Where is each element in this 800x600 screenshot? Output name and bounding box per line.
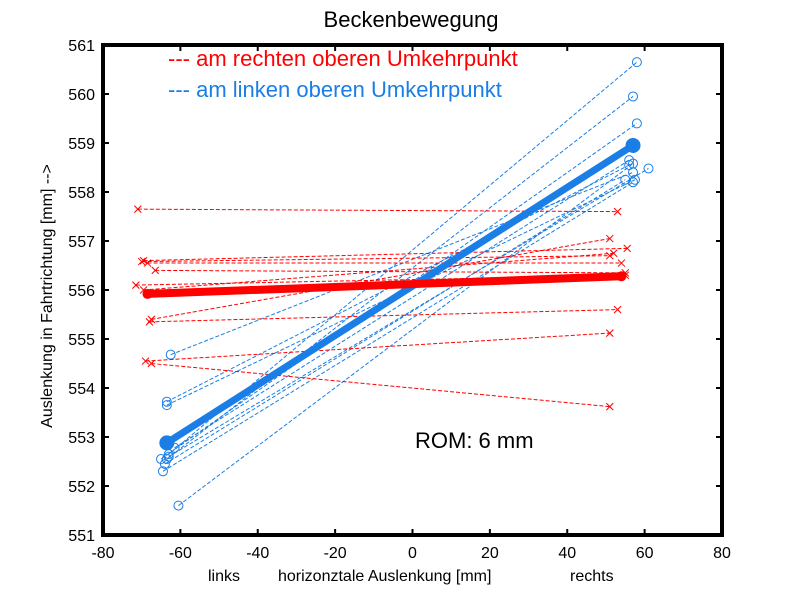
x-tick-label: -80 — [91, 545, 114, 562]
trial-segment — [141, 255, 610, 263]
o-marker — [161, 396, 172, 407]
trial-segment — [174, 159, 630, 449]
o-marker — [173, 500, 184, 511]
trial-segment — [145, 332, 610, 362]
trial-line — [141, 329, 614, 365]
o-marker — [629, 174, 640, 185]
x-marker — [605, 329, 614, 337]
y-tick-label: 552 — [68, 479, 95, 496]
rom-annotation: ROM: 6 mm — [415, 428, 534, 453]
x-marker — [623, 244, 632, 253]
legend-entry-blue: --- am linken oberen Umkehrpunkt — [168, 77, 502, 102]
trial-line — [163, 163, 654, 462]
mean-segment — [143, 272, 626, 298]
y-axis-label: Auslenkung in Fahrtrichtung [mm] --> — [39, 164, 56, 428]
y-tick-label: 557 — [68, 234, 95, 251]
trial-segment — [178, 163, 634, 506]
series-group — [132, 57, 654, 511]
x-marker — [145, 317, 154, 326]
x-tick-label: 40 — [558, 545, 576, 562]
x-marker — [605, 234, 614, 243]
mean-marker — [142, 288, 153, 299]
x-tick-label: 20 — [481, 545, 499, 562]
o-marker — [624, 155, 635, 166]
o-marker — [161, 400, 172, 411]
mean-line — [142, 271, 627, 299]
x-tick-label: 80 — [713, 545, 731, 562]
x-tick-label: 60 — [636, 545, 654, 562]
ticks-group: -80 -60 -40 -20 0 20 40 60 80 551 552 553 554 555 556 5… — [68, 38, 731, 562]
trial-line — [157, 177, 639, 477]
x-marker — [139, 286, 148, 294]
x-marker — [613, 207, 622, 216]
y-tick-label: 561 — [68, 38, 95, 55]
x-tick-label: -20 — [324, 545, 347, 562]
xlabel-right: rechts — [570, 568, 614, 585]
x-marker — [609, 249, 618, 258]
mean-marker — [616, 271, 627, 282]
x-axis-label: horizonztale Auslenkung [mm] — [278, 568, 491, 585]
o-marker — [631, 118, 642, 129]
x-marker — [141, 357, 150, 365]
o-marker — [628, 91, 639, 102]
trial-segment — [162, 181, 634, 472]
x-tick-label: -40 — [246, 545, 269, 562]
y-tick-label: 559 — [68, 136, 95, 153]
y-tick-label: 554 — [68, 381, 95, 398]
trial-segment — [135, 274, 626, 286]
legend-entry-red: --- am rechten oberen Umkehrpunkt — [168, 46, 518, 71]
x-marker — [132, 281, 140, 289]
x-marker — [151, 266, 160, 275]
y-tick-label: 558 — [68, 185, 95, 202]
xlabel-left: links — [208, 568, 240, 585]
mean-marker — [625, 137, 641, 153]
o-marker — [643, 163, 654, 174]
x-marker — [143, 259, 152, 267]
trial-segment — [151, 363, 610, 408]
x-marker — [133, 205, 142, 214]
o-marker — [157, 466, 168, 477]
trial-line — [143, 259, 626, 267]
x-tick-label: 0 — [408, 545, 417, 562]
trial-line — [145, 305, 622, 326]
x-marker — [139, 256, 148, 265]
x-marker — [147, 359, 156, 368]
mean-marker — [159, 435, 175, 451]
mean-segment — [163, 141, 637, 447]
trial-segment — [143, 247, 628, 262]
o-marker — [631, 57, 642, 68]
chart-title: Beckenbewegung — [324, 7, 499, 32]
y-tick-label: 556 — [68, 283, 95, 300]
trial-segment — [166, 96, 634, 460]
trial-segment — [151, 238, 610, 320]
o-marker — [628, 158, 639, 169]
y-tick-label: 560 — [68, 87, 95, 104]
trial-segment — [155, 269, 626, 274]
y-tick-label: 553 — [68, 430, 95, 447]
trial-segment — [137, 208, 618, 213]
x-marker — [605, 402, 614, 411]
trial-line — [139, 244, 632, 265]
y-tick-label: 551 — [68, 528, 95, 545]
trial-segment — [149, 309, 618, 323]
trial-line — [147, 359, 614, 411]
trial-segment — [164, 179, 626, 465]
x-tick-label: -60 — [169, 545, 192, 562]
mean-line — [159, 137, 641, 451]
y-tick-label: 555 — [68, 332, 95, 349]
x-marker — [617, 259, 626, 267]
x-marker — [613, 305, 622, 314]
trial-line — [169, 155, 635, 453]
x-marker — [137, 257, 146, 266]
trial-line — [139, 249, 618, 294]
trial-segment — [168, 168, 649, 458]
o-marker — [163, 451, 174, 462]
trial-line — [173, 158, 639, 511]
trial-line — [151, 266, 630, 277]
trial-line — [133, 205, 622, 216]
trial-segment — [143, 252, 614, 291]
